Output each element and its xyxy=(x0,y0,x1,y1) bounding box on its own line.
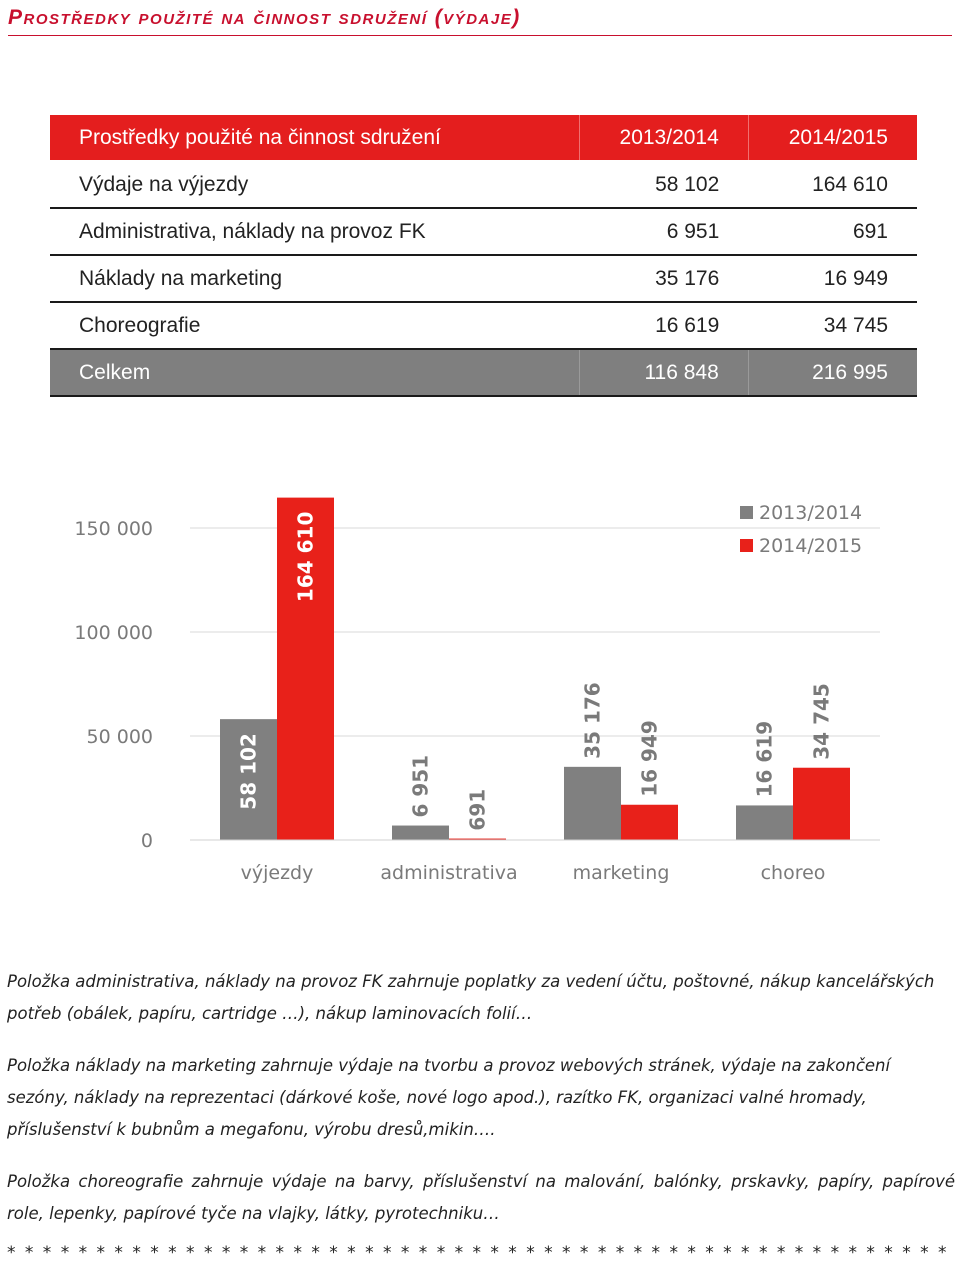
data-label: 164 610 xyxy=(294,512,318,602)
title-divider xyxy=(8,35,952,36)
legend-swatch xyxy=(740,506,753,519)
table-header-row: Prostředky použité na činnost sdružení 2… xyxy=(50,115,917,162)
legend-label: 2014/2015 xyxy=(759,535,862,557)
table-row: Choreografie 16 619 34 745 xyxy=(50,302,917,350)
row-label: Administrativa, náklady na provoz FK xyxy=(50,208,580,256)
table-total-row: Celkem 116 848 216 995 xyxy=(50,349,917,397)
row-label: Náklady na marketing xyxy=(50,255,580,303)
data-label: 16 949 xyxy=(638,720,662,797)
header-year-2: 2014/2015 xyxy=(748,115,917,162)
bar-2014-2015 xyxy=(621,804,678,840)
row-value-y1: 58 102 xyxy=(579,161,749,209)
footer-stars: * * * * * * * * * * * * * * * * * * * * … xyxy=(7,1243,953,1263)
legend-swatch xyxy=(740,539,753,552)
table-row: Administrativa, náklady na provoz FK 6 9… xyxy=(50,208,917,256)
bar-2013-2014 xyxy=(736,805,793,840)
row-value-y2: 16 949 xyxy=(748,255,917,303)
bar-2013-2014 xyxy=(564,766,621,840)
bar-2014-2015 xyxy=(449,838,506,841)
page-title: Prostředky použité na činnost sdružení (… xyxy=(8,6,521,29)
total-value-y2: 216 995 xyxy=(748,349,917,397)
expenses-table: Prostředky použité na činnost sdružení 2… xyxy=(50,115,917,397)
total-value-y1: 116 848 xyxy=(579,349,749,397)
bar-2013-2014 xyxy=(220,719,277,840)
row-value-y1: 16 619 xyxy=(579,302,749,350)
bar-2014-2015 xyxy=(793,767,850,840)
row-value-y2: 164 610 xyxy=(748,161,917,209)
data-label: 35 176 xyxy=(581,682,605,759)
row-value-y2: 691 xyxy=(748,208,917,256)
row-label: Choreografie xyxy=(50,302,580,350)
y-tick-label: 150 000 xyxy=(74,518,153,540)
bar-2014-2015 xyxy=(277,497,334,840)
data-label: 691 xyxy=(466,789,490,831)
expenses-bar-chart: 0 50 000 100 000 150 000 58 102 164 610 výjezd… xyxy=(74,497,880,884)
note-administration: Položka administrativa, náklady na provo… xyxy=(7,972,935,1023)
legend-label: 2013/2014 xyxy=(759,502,862,524)
data-label: 16 619 xyxy=(753,721,777,798)
data-label: 58 102 xyxy=(237,733,261,810)
x-category-label: marketing xyxy=(573,862,670,884)
y-tick-label: 50 000 xyxy=(87,726,153,748)
y-tick-label: 0 xyxy=(141,830,153,852)
x-category-label: choreo xyxy=(761,862,826,884)
notes-section: Položka administrativa, náklady na provo… xyxy=(7,966,955,1250)
row-value-y1: 35 176 xyxy=(579,255,749,303)
y-tick-label: 100 000 xyxy=(74,622,153,644)
row-label: Výdaje na výjezdy xyxy=(50,161,580,209)
header-label: Prostředky použité na činnost sdružení xyxy=(50,115,580,162)
data-label: 6 951 xyxy=(409,755,433,818)
note-choreography: Položka choreografie zahrnuje výdaje na … xyxy=(7,1172,955,1223)
note-marketing: Položka náklady na marketing zahrnuje vý… xyxy=(7,1056,891,1139)
row-value-y1: 6 951 xyxy=(579,208,749,256)
x-category-label: administrativa xyxy=(380,862,517,884)
x-category-label: výjezdy xyxy=(241,862,314,884)
bar-2013-2014 xyxy=(392,825,449,840)
table-row: Náklady na marketing 35 176 16 949 xyxy=(50,255,917,303)
header-year-1: 2013/2014 xyxy=(579,115,749,162)
row-value-y2: 34 745 xyxy=(748,302,917,350)
data-label: 34 745 xyxy=(810,683,834,760)
table-row: Výdaje na výjezdy 58 102 164 610 xyxy=(50,161,917,209)
total-label: Celkem xyxy=(50,349,580,397)
